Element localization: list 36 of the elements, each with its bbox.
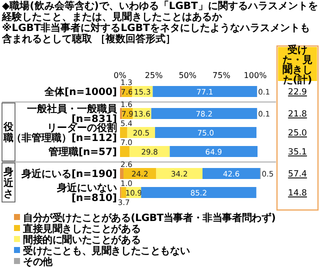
x-tick-label: 25% bbox=[144, 71, 164, 80]
text: 21.8 bbox=[288, 110, 307, 120]
y-tick-label: 身近にいる[n=190] bbox=[20, 168, 117, 180]
x-tick-label: 100% bbox=[244, 71, 268, 80]
bar bbox=[141, 187, 256, 198]
bar bbox=[120, 127, 128, 138]
legend-label: 受けたことも、見聞きしたこともない bbox=[22, 246, 191, 257]
bar bbox=[155, 127, 256, 138]
legend-label: 間接的に聞いたことがある bbox=[22, 235, 142, 246]
bar bbox=[156, 168, 202, 179]
legend-label: 直接見聞きしたことがある bbox=[22, 224, 142, 235]
bar bbox=[121, 187, 126, 198]
chart-title: ◆職場(飲み会等含む)で、いわゆる「LGBT」に関するハラスメントを経験したこと、または、見聞きしたことはあるか bbox=[0, 0, 319, 23]
y-tick-label: 身近にいない[n=810] bbox=[56, 182, 117, 204]
bar bbox=[120, 168, 124, 179]
text: 役職 bbox=[2, 121, 14, 144]
bar bbox=[170, 146, 258, 157]
text: 35.1 bbox=[288, 148, 307, 158]
bar bbox=[120, 146, 130, 157]
x-tick-label: 0% bbox=[114, 71, 127, 80]
text: 22.9 bbox=[288, 88, 307, 98]
text: 57.4 bbox=[288, 170, 307, 180]
x-tick-label: 50% bbox=[178, 71, 197, 80]
bar bbox=[152, 86, 257, 97]
bar bbox=[151, 108, 257, 119]
chart-subtitle: ※LGBT非当事者に対するLGBTをネタにしたようなハラスメントも含まれるとして聴取 ［複数回答形式］ bbox=[1, 23, 311, 45]
text: 25.0 bbox=[288, 128, 307, 138]
y-tick-label: 全体[n=1000] bbox=[44, 86, 117, 98]
y-tick-label: 管理職[n=57] bbox=[47, 146, 117, 158]
legend-label: 自分が受けたことがある(LGBT当事者・非当事者問わず) bbox=[22, 213, 277, 224]
legend-label: その他 bbox=[22, 257, 54, 268]
text: 身近さ bbox=[2, 166, 14, 200]
text: 14.8 bbox=[288, 188, 307, 198]
text: 受けた・見聞きした(計) bbox=[282, 45, 314, 86]
x-tick-label: 75% bbox=[212, 71, 231, 80]
bar bbox=[202, 168, 260, 179]
